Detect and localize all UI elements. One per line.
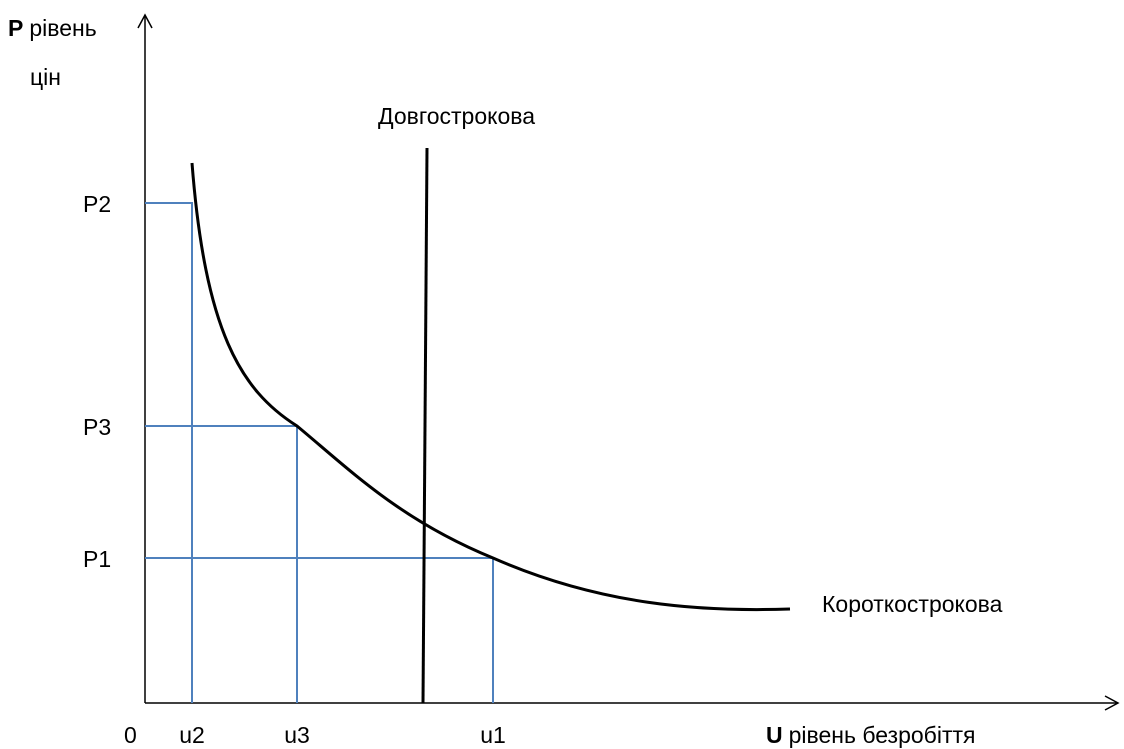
long-run-label: Довгострокова (378, 103, 535, 129)
y-axis-label-line2: цін (30, 64, 61, 90)
guide-p3-u3 (145, 425, 298, 703)
origin-label: 0 (124, 722, 137, 748)
short-run-curve (190, 162, 791, 612)
y-tick-label: P3 (83, 414, 111, 440)
y-tick-label: P1 (83, 546, 111, 572)
x-axis-symbol: U (766, 722, 783, 748)
x-tick-label: u3 (284, 722, 310, 748)
x-axis-label: рівень безробіття (789, 722, 976, 748)
y-axis-arrow (137, 13, 153, 29)
y-axis-symbol: P (8, 15, 23, 41)
x-tick-label: u2 (179, 722, 205, 748)
guide-p1-u1 (145, 557, 494, 703)
y-tick-label: P2 (83, 191, 111, 217)
short-run-label: Короткострокова (822, 591, 1003, 617)
long-run-curve (421, 147, 429, 704)
x-axis-arrow (1104, 695, 1120, 711)
x-tick-label: u1 (480, 722, 506, 748)
guide-p2-u2 (145, 202, 193, 703)
y-axis-label: рівень (29, 15, 96, 41)
